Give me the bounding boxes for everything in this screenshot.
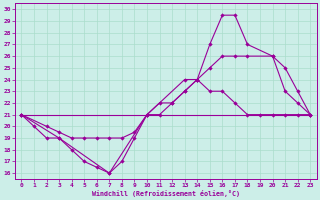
X-axis label: Windchill (Refroidissement éolien,°C): Windchill (Refroidissement éolien,°C) <box>92 190 240 197</box>
